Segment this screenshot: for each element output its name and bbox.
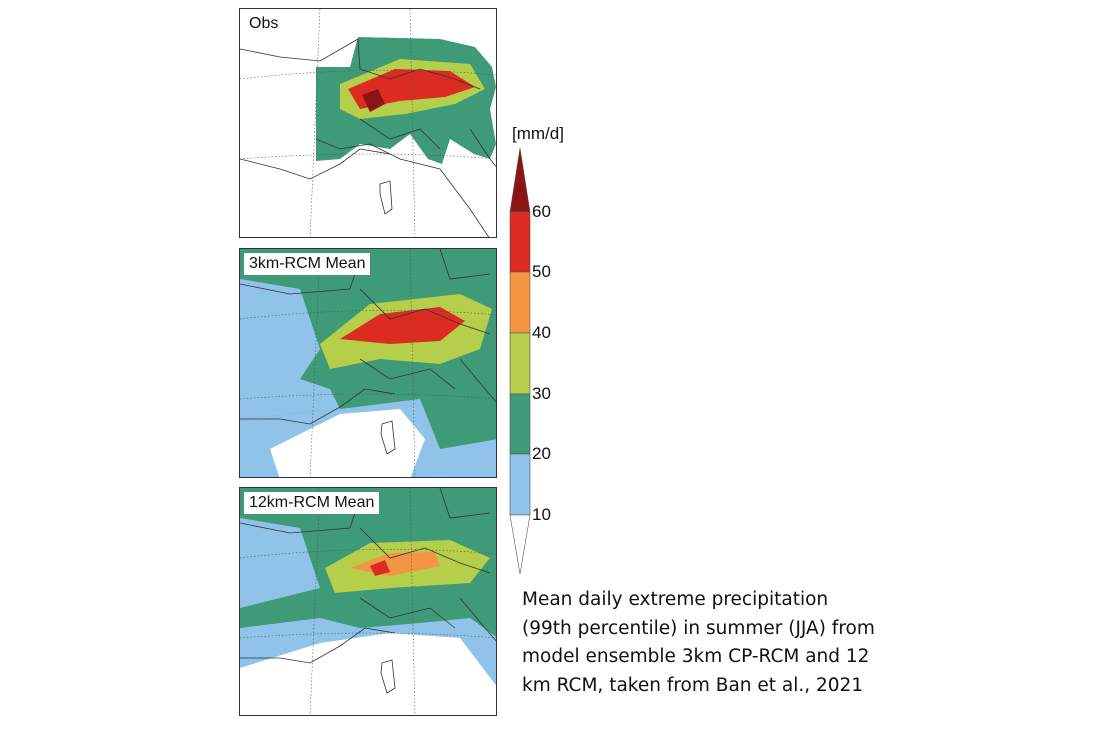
colorbar-tick-30: 30 [532, 384, 551, 403]
coastline [240, 128, 496, 215]
caption-line: km RCM, taken from Ban et al., 2021 [522, 674, 864, 696]
country-borders [240, 249, 491, 390]
caption-line: model ensemble 3km CP-RCM and 12 [522, 646, 870, 667]
panel-label-obs: Obs [244, 13, 284, 35]
colorbar-unit-label: [mm/d] [512, 124, 564, 143]
country-borders [240, 488, 491, 629]
panel-label-12km: 12km-RCM Mean [244, 492, 380, 514]
precip-map-obs [240, 9, 496, 237]
panel-label-3km: 3km-RCM Mean [244, 253, 371, 275]
colorbar-segment-30-40 [509, 332, 531, 395]
precip-below-10-sea [240, 633, 496, 715]
colorbar [509, 147, 531, 575]
colorbar-tick-40: 40 [532, 323, 551, 342]
map-panel-3km: 3km-RCM Mean [239, 248, 497, 478]
precip-map-12km [240, 488, 496, 715]
precip-extreme-core [362, 89, 385, 112]
caption-line: (99th percentile) in summer (JJA) from [522, 617, 875, 639]
colorbar-segment-below-10 [509, 514, 531, 575]
graticule [240, 9, 496, 237]
colorbar-segment-20-30 [509, 393, 531, 455]
caption-line: Mean daily extreme precipitation [522, 589, 829, 610]
precip-heavy-band [340, 307, 465, 344]
graticule [240, 488, 496, 715]
colorbar-tick-10: 10 [532, 505, 551, 524]
precip-map-3km [240, 249, 496, 477]
map-panel-obs: Obs [239, 8, 497, 238]
colorbar-tick-60: 60 [532, 202, 551, 221]
precip-below-10-sea [270, 409, 425, 477]
map-panel-12km: 12km-RCM Mean [239, 487, 497, 716]
country-borders [240, 38, 490, 237]
colorbar-tick-50: 50 [532, 262, 551, 281]
precip-low-west [240, 518, 320, 608]
graticule [240, 249, 496, 477]
colorbar-segment-50-60 [509, 211, 531, 273]
coastline [240, 358, 496, 455]
colorbar-segment-40-50 [509, 271, 531, 334]
colorbar-segment-10-20 [509, 453, 531, 516]
figure-caption: Mean daily extreme precipitation (99th p… [522, 586, 922, 700]
colorbar-tick-20: 20 [532, 444, 551, 463]
coastline [240, 597, 496, 694]
precip-low-west [240, 279, 340, 419]
colorbar-segment-above-60 [509, 147, 531, 213]
precip-heavy-spot [370, 560, 390, 576]
